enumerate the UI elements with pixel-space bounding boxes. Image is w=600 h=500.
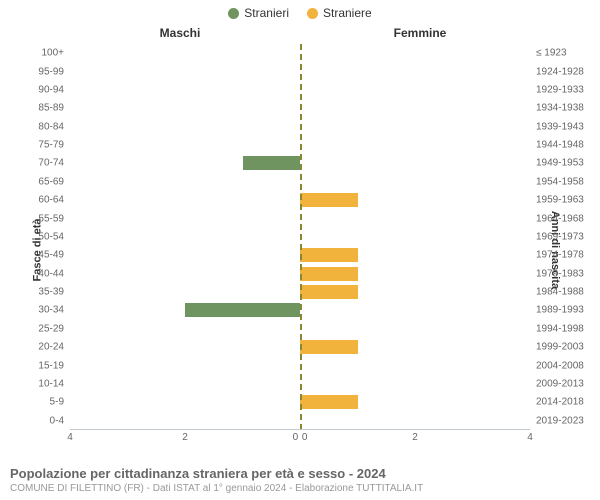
birth-year-label: 1934-1938 bbox=[530, 103, 584, 114]
age-label: 25-29 bbox=[38, 323, 70, 334]
birth-year-label: ≤ 1923 bbox=[530, 48, 567, 59]
birth-year-label: 2009-2013 bbox=[530, 378, 584, 389]
age-label: 5-9 bbox=[50, 397, 70, 408]
age-label: 100+ bbox=[41, 48, 70, 59]
bar-female bbox=[300, 395, 358, 409]
legend-label-female: Straniere bbox=[323, 6, 372, 20]
legend: Stranieri Straniere bbox=[0, 0, 600, 20]
birth-year-label: 1939-1943 bbox=[530, 121, 584, 132]
bar-female bbox=[300, 340, 358, 354]
birth-year-label: 2014-2018 bbox=[530, 397, 584, 408]
age-label: 45-49 bbox=[38, 250, 70, 261]
age-label: 15-19 bbox=[38, 360, 70, 371]
bar-female bbox=[300, 248, 358, 262]
age-label: 20-24 bbox=[38, 342, 70, 353]
x-tick: 0 bbox=[302, 432, 308, 443]
age-label: 10-14 bbox=[38, 378, 70, 389]
x-tick: 4 bbox=[67, 432, 73, 443]
birth-year-label: 1994-1998 bbox=[530, 323, 584, 334]
age-label: 75-79 bbox=[38, 140, 70, 151]
age-label: 50-54 bbox=[38, 231, 70, 242]
birth-year-label: 1949-1953 bbox=[530, 158, 584, 169]
birth-year-label: 1929-1933 bbox=[530, 84, 584, 95]
bar-female bbox=[300, 267, 358, 281]
age-label: 55-59 bbox=[38, 213, 70, 224]
x-tick: 4 bbox=[527, 432, 533, 443]
age-label: 95-99 bbox=[38, 66, 70, 77]
column-headers: Maschi Femmine bbox=[0, 26, 600, 40]
chart-title: Popolazione per cittadinanza straniera p… bbox=[10, 466, 590, 481]
age-label: 65-69 bbox=[38, 176, 70, 187]
pyramid-plot: 100+≤ 192395-991924-192890-941929-193385… bbox=[70, 44, 530, 430]
birth-year-label: 1969-1973 bbox=[530, 231, 584, 242]
birth-year-label: 1979-1983 bbox=[530, 268, 584, 279]
bar-male bbox=[185, 303, 300, 317]
age-label: 40-44 bbox=[38, 268, 70, 279]
birth-year-label: 1974-1978 bbox=[530, 250, 584, 261]
birth-year-label: 1954-1958 bbox=[530, 176, 584, 187]
legend-item-male: Stranieri bbox=[228, 6, 289, 20]
age-label: 90-94 bbox=[38, 84, 70, 95]
center-divider bbox=[300, 44, 302, 430]
col-header-male: Maschi bbox=[0, 26, 300, 40]
birth-year-label: 2004-2008 bbox=[530, 360, 584, 371]
legend-label-male: Stranieri bbox=[244, 6, 289, 20]
birth-year-label: 1964-1968 bbox=[530, 213, 584, 224]
birth-year-label: 2019-2023 bbox=[530, 415, 584, 426]
x-tick: 2 bbox=[412, 432, 418, 443]
age-label: 0-4 bbox=[50, 415, 70, 426]
age-label: 85-89 bbox=[38, 103, 70, 114]
x-axis-ticks: 4 2 00 2 4 bbox=[70, 430, 530, 446]
bar-female bbox=[300, 285, 358, 299]
col-header-female: Femmine bbox=[300, 26, 600, 40]
birth-year-label: 1984-1988 bbox=[530, 287, 584, 298]
caption: Popolazione per cittadinanza straniera p… bbox=[10, 466, 590, 494]
x-tick: 2 bbox=[182, 432, 188, 443]
legend-swatch-male bbox=[228, 8, 239, 19]
legend-item-female: Straniere bbox=[307, 6, 372, 20]
chart-subtitle: COMUNE DI FILETTINO (FR) - Dati ISTAT al… bbox=[10, 483, 590, 494]
bar-male bbox=[243, 156, 301, 170]
birth-year-label: 1989-1993 bbox=[530, 305, 584, 316]
birth-year-label: 1959-1963 bbox=[530, 195, 584, 206]
birth-year-label: 1999-2003 bbox=[530, 342, 584, 353]
age-label: 35-39 bbox=[38, 287, 70, 298]
legend-swatch-female bbox=[307, 8, 318, 19]
birth-year-label: 1924-1928 bbox=[530, 66, 584, 77]
age-label: 80-84 bbox=[38, 121, 70, 132]
age-label: 30-34 bbox=[38, 305, 70, 316]
x-tick: 0 bbox=[293, 432, 299, 443]
bar-female bbox=[300, 193, 358, 207]
age-label: 70-74 bbox=[38, 158, 70, 169]
age-label: 60-64 bbox=[38, 195, 70, 206]
birth-year-label: 1944-1948 bbox=[530, 140, 584, 151]
